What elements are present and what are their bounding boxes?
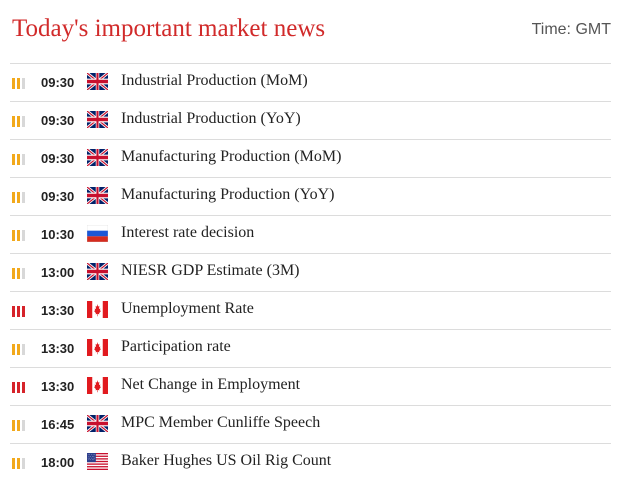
event-row[interactable]: 09:30 Manufacturing Production (YoY) — [10, 178, 611, 216]
importance-indicator-icon — [12, 78, 28, 89]
timezone-label: Time: GMT — [532, 21, 611, 39]
us-flag-icon — [87, 453, 108, 470]
importance-indicator-icon — [12, 382, 28, 393]
importance-bar — [17, 344, 20, 355]
event-time: 10:30 — [41, 227, 74, 242]
event-row[interactable]: 09:30 Industrial Production (YoY) — [10, 102, 611, 140]
importance-indicator-icon — [12, 458, 28, 469]
importance-bar — [22, 116, 25, 127]
event-row[interactable]: 09:30 Industrial Production (MoM) — [10, 64, 611, 102]
importance-bar — [17, 78, 20, 89]
importance-bar — [12, 78, 15, 89]
importance-bar — [12, 306, 15, 317]
uk-flag-icon — [87, 149, 108, 166]
importance-bar — [12, 192, 15, 203]
event-row[interactable]: 13:30 Net Change in Employment — [10, 368, 611, 406]
importance-indicator-icon — [12, 420, 28, 431]
importance-bar — [22, 154, 25, 165]
event-time: 09:30 — [41, 189, 74, 204]
event-time: 09:30 — [41, 151, 74, 166]
event-row[interactable]: 13:30 Participation rate — [10, 330, 611, 368]
importance-indicator-icon — [12, 116, 28, 127]
event-time: 13:30 — [41, 379, 74, 394]
event-name: Manufacturing Production (YoY) — [121, 186, 334, 204]
canada-flag-icon — [87, 301, 108, 318]
importance-bar — [12, 116, 15, 127]
uk-flag-icon — [87, 187, 108, 204]
importance-indicator-icon — [12, 230, 28, 241]
importance-bar — [17, 230, 20, 241]
event-row[interactable]: 18:00 Baker Hughes US Oil Rig Count — [10, 444, 611, 481]
russia-flag-icon — [87, 225, 108, 242]
importance-bar — [22, 78, 25, 89]
importance-bar — [17, 420, 20, 431]
importance-bar — [22, 458, 25, 469]
event-time: 13:00 — [41, 265, 74, 280]
uk-flag-icon — [87, 263, 108, 280]
event-time: 16:45 — [41, 417, 74, 432]
importance-bar — [17, 192, 20, 203]
event-name: Manufacturing Production (MoM) — [121, 148, 341, 166]
importance-bar — [12, 268, 15, 279]
event-name: Industrial Production (MoM) — [121, 72, 308, 90]
importance-bar — [17, 116, 20, 127]
event-time: 13:30 — [41, 303, 74, 318]
event-row[interactable]: 10:30 Interest rate decision — [10, 216, 611, 254]
importance-bar — [17, 268, 20, 279]
importance-bar — [22, 230, 25, 241]
importance-indicator-icon — [12, 154, 28, 165]
event-name: MPC Member Cunliffe Speech — [121, 414, 320, 432]
event-list: 09:30 Industrial Production (MoM) 09:30 Ind… — [10, 63, 611, 481]
event-name: Industrial Production (YoY) — [121, 110, 301, 128]
importance-bar — [22, 192, 25, 203]
event-row[interactable]: 13:00 NIESR GDP Estimate (3M) — [10, 254, 611, 292]
event-name: NIESR GDP Estimate (3M) — [121, 262, 300, 280]
uk-flag-icon — [87, 73, 108, 90]
importance-bar — [17, 458, 20, 469]
event-row[interactable]: 13:30 Unemployment Rate — [10, 292, 611, 330]
widget-header: Today's important market news Time: GMT — [10, 0, 611, 63]
event-row[interactable]: 16:45 MPC Member Cunliffe Speech — [10, 406, 611, 444]
canada-flag-icon — [87, 339, 108, 356]
importance-bar — [17, 306, 20, 317]
importance-bar — [22, 306, 25, 317]
event-name: Net Change in Employment — [121, 376, 300, 394]
uk-flag-icon — [87, 111, 108, 128]
importance-bar — [12, 458, 15, 469]
importance-bar — [22, 382, 25, 393]
event-name: Unemployment Rate — [121, 300, 254, 318]
importance-bar — [12, 154, 15, 165]
importance-bar — [17, 154, 20, 165]
importance-bar — [22, 268, 25, 279]
importance-indicator-icon — [12, 268, 28, 279]
event-name: Interest rate decision — [121, 224, 254, 242]
importance-bar — [12, 230, 15, 241]
importance-bar — [22, 344, 25, 355]
importance-bar — [17, 382, 20, 393]
event-time: 18:00 — [41, 455, 74, 470]
uk-flag-icon — [87, 415, 108, 432]
event-time: 13:30 — [41, 341, 74, 356]
event-name: Baker Hughes US Oil Rig Count — [121, 452, 331, 470]
importance-bar — [12, 344, 15, 355]
importance-bar — [22, 420, 25, 431]
event-time: 09:30 — [41, 75, 74, 90]
event-row[interactable]: 09:30 Manufacturing Production (MoM) — [10, 140, 611, 178]
importance-indicator-icon — [12, 192, 28, 203]
importance-indicator-icon — [12, 306, 28, 317]
event-time: 09:30 — [41, 113, 74, 128]
canada-flag-icon — [87, 377, 108, 394]
importance-bar — [12, 420, 15, 431]
event-name: Participation rate — [121, 338, 231, 356]
importance-indicator-icon — [12, 344, 28, 355]
widget-title: Today's important market news — [12, 15, 325, 43]
importance-bar — [12, 382, 15, 393]
market-news-widget: Today's important market news Time: GMT … — [10, 0, 611, 481]
